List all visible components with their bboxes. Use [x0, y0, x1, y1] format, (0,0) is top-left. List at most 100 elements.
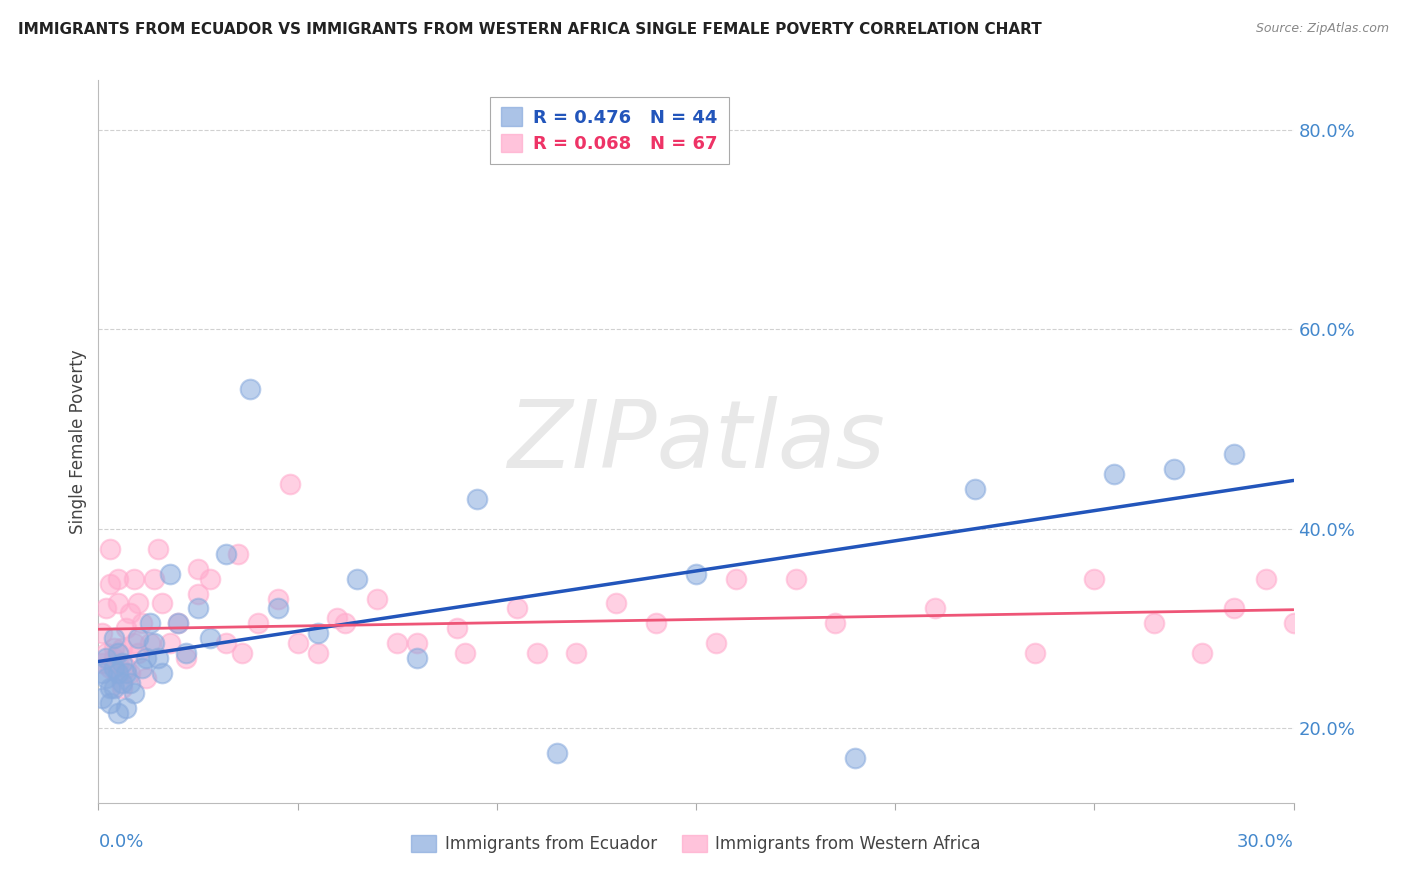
Text: 30.0%: 30.0%: [1237, 833, 1294, 851]
Point: [148, 651, 170, 665]
Y-axis label: Single Female Poverty: Single Female Poverty: [69, 350, 87, 533]
Point: [124, 572, 146, 586]
Point: [366, 591, 388, 606]
Point: [307, 646, 329, 660]
Point: [307, 626, 329, 640]
Point: [685, 566, 707, 581]
Point: [187, 601, 209, 615]
Point: [96, 671, 118, 685]
Point: [465, 491, 488, 506]
Point: [406, 636, 429, 650]
Point: [98, 696, 122, 710]
Point: [111, 676, 134, 690]
Point: [139, 616, 162, 631]
Point: [1024, 646, 1046, 660]
Point: [124, 686, 146, 700]
Point: [120, 676, 142, 690]
Point: [150, 666, 173, 681]
Point: [131, 661, 153, 675]
Point: [198, 572, 221, 586]
Point: [724, 572, 747, 586]
Point: [103, 641, 125, 656]
Point: [246, 616, 269, 631]
Point: [506, 601, 529, 615]
Point: [103, 681, 125, 696]
Point: [107, 657, 129, 671]
Point: [135, 671, 157, 685]
Point: [120, 666, 142, 681]
Point: [1223, 601, 1246, 615]
Text: IMMIGRANTS FROM ECUADOR VS IMMIGRANTS FROM WESTERN AFRICA SINGLE FEMALE POVERTY : IMMIGRANTS FROM ECUADOR VS IMMIGRANTS FR…: [18, 22, 1042, 37]
Point: [127, 632, 149, 646]
Point: [98, 541, 122, 556]
Point: [111, 681, 134, 696]
Point: [167, 616, 190, 631]
Point: [1282, 616, 1305, 631]
Point: [1104, 467, 1126, 481]
Point: [278, 476, 301, 491]
Point: [287, 636, 309, 650]
Point: [120, 607, 142, 621]
Text: 0.0%: 0.0%: [98, 833, 143, 851]
Point: [326, 611, 349, 625]
Text: ZIPatlas: ZIPatlas: [508, 396, 884, 487]
Point: [546, 746, 568, 760]
Point: [159, 566, 181, 581]
Point: [215, 636, 238, 650]
Point: [150, 597, 173, 611]
Point: [605, 597, 627, 611]
Point: [103, 632, 125, 646]
Point: [454, 646, 477, 660]
Point: [1191, 646, 1213, 660]
Point: [103, 661, 125, 675]
Point: [198, 632, 221, 646]
Point: [127, 646, 149, 660]
Point: [115, 701, 138, 715]
Point: [385, 636, 409, 650]
Point: [107, 597, 129, 611]
Point: [226, 547, 249, 561]
Point: [1163, 462, 1185, 476]
Point: [107, 706, 129, 720]
Point: [406, 651, 429, 665]
Point: [107, 666, 129, 681]
Point: [159, 636, 181, 650]
Point: [96, 646, 118, 660]
Point: [98, 576, 122, 591]
Point: [526, 646, 548, 660]
Point: [131, 616, 153, 631]
Point: [103, 651, 125, 665]
Point: [96, 651, 118, 665]
Point: [565, 646, 588, 660]
Point: [115, 666, 138, 681]
Point: [174, 651, 197, 665]
Point: [96, 601, 118, 615]
Point: [174, 646, 197, 660]
Point: [91, 626, 114, 640]
Point: [267, 601, 290, 615]
Point: [115, 661, 138, 675]
Point: [1083, 572, 1105, 586]
Point: [115, 621, 138, 635]
Point: [704, 636, 727, 650]
Point: [98, 681, 122, 696]
Point: [844, 751, 866, 765]
Point: [963, 482, 986, 496]
Point: [187, 586, 209, 600]
Point: [91, 666, 114, 681]
Point: [1254, 572, 1277, 586]
Point: [239, 382, 262, 396]
Point: [135, 651, 157, 665]
Point: [148, 541, 170, 556]
Legend: Immigrants from Ecuador, Immigrants from Western Africa: Immigrants from Ecuador, Immigrants from…: [405, 828, 987, 860]
Point: [267, 591, 290, 606]
Point: [148, 846, 170, 860]
Point: [1143, 616, 1166, 631]
Point: [215, 547, 238, 561]
Point: [111, 641, 134, 656]
Point: [785, 572, 807, 586]
Point: [167, 616, 190, 631]
Point: [346, 572, 368, 586]
Text: Source: ZipAtlas.com: Source: ZipAtlas.com: [1256, 22, 1389, 36]
Point: [446, 621, 468, 635]
